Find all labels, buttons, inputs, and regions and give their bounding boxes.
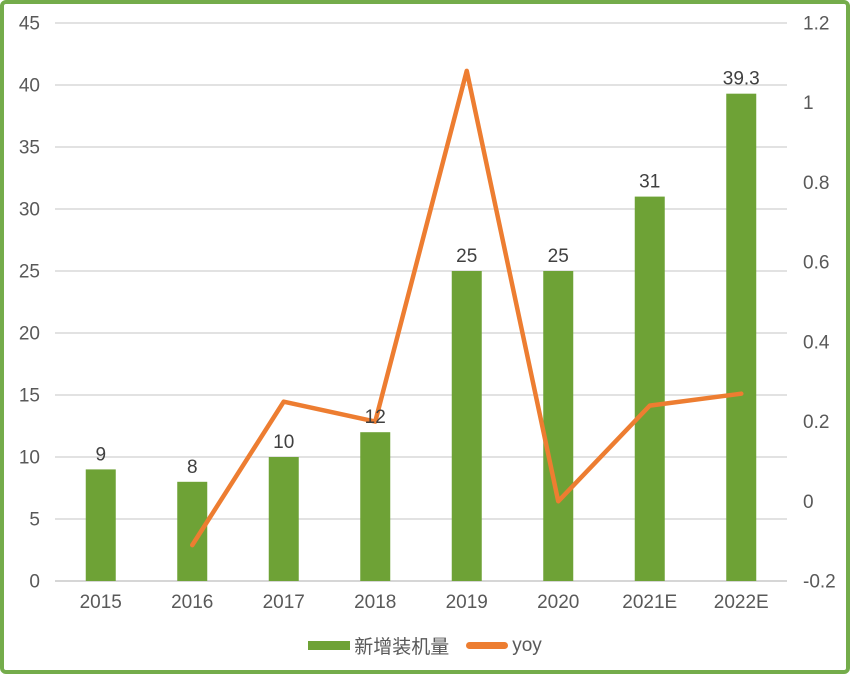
x-axis-tick-label: 2017 [263, 592, 305, 613]
right-axis-tick-label: -0.2 [803, 572, 836, 593]
left-axis-tick-label: 0 [29, 572, 40, 593]
left-axis-tick-label: 45 [19, 14, 40, 35]
bar-2019 [451, 271, 482, 581]
bar-2020 [543, 271, 574, 581]
bar-value-label: 10 [273, 432, 294, 453]
right-axis-tick-label: 0.8 [803, 173, 829, 194]
right-axis-tick-label: 1.2 [803, 14, 829, 35]
left-axis-tick-label: 25 [19, 262, 40, 283]
legend-label-line-series: yoy [512, 634, 542, 656]
yoy-line [190, 68, 744, 548]
left-axis-tick-label: 35 [19, 138, 40, 159]
bar-2018 [360, 432, 391, 581]
legend-label-bar-series: 新增装机量 [354, 637, 450, 658]
bar-2017 [268, 457, 299, 581]
left-axis-tick-label: 30 [19, 200, 40, 221]
left-axis-tick-label: 40 [19, 76, 40, 97]
right-axis-tick-label: 0.2 [803, 412, 829, 433]
bar-value-label: 39.3 [723, 69, 760, 90]
right-axis-tick-label: 1 [803, 93, 814, 114]
x-axis-tick-label: 2019 [446, 592, 488, 613]
right-axis-tick-label: 0.6 [803, 253, 829, 274]
bar-value-label: 12 [365, 407, 386, 428]
bar-value-label: 25 [548, 246, 569, 267]
legend-item-bar-series: 新增装机量 [308, 632, 449, 659]
legend-item-line-series: yoy [466, 635, 542, 657]
x-axis-tick-label: 2020 [537, 592, 579, 613]
x-axis-tick-label: 2015 [80, 592, 122, 613]
x-axis-tick-label: 2018 [354, 592, 396, 613]
right-axis-tick-label: 0 [803, 492, 814, 513]
bar-value-label: 8 [187, 457, 198, 478]
left-axis-tick-label: 5 [29, 510, 40, 531]
bar-2015 [85, 469, 116, 581]
bar-value-label: 9 [95, 444, 106, 465]
x-axis-tick-label: 2021E [622, 592, 677, 613]
x-axis-tick-label: 2016 [171, 592, 213, 613]
bar-2021E [634, 196, 665, 581]
left-axis-tick-label: 10 [19, 448, 40, 469]
x-axis-tick-label: 2022E [714, 592, 769, 613]
bar-value-label: 25 [456, 246, 477, 267]
legend: 新增装机量 yoy [0, 632, 850, 659]
left-axis-tick-label: 20 [19, 324, 40, 345]
line-series-swatch [466, 642, 509, 649]
bar-series-swatch [308, 641, 351, 650]
left-axis-tick-label: 15 [19, 386, 40, 407]
right-axis-tick-label: 0.4 [803, 332, 830, 353]
bar-value-label: 31 [639, 172, 660, 193]
bar-2022E [726, 93, 757, 582]
